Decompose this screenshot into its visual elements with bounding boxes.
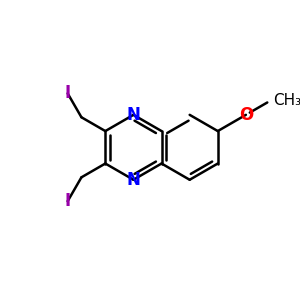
- Text: I: I: [64, 84, 71, 102]
- Text: N: N: [127, 106, 140, 124]
- Text: CH₃: CH₃: [273, 93, 300, 108]
- Text: N: N: [127, 171, 140, 189]
- Text: I: I: [64, 192, 71, 210]
- Text: O: O: [239, 106, 253, 124]
